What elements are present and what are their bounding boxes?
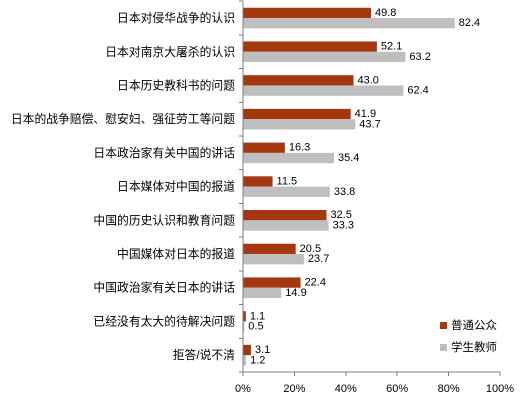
x-tick-label: 60%	[386, 383, 408, 395]
bar-series-2	[243, 321, 245, 332]
bar-series-1	[243, 277, 301, 288]
bar-series-2	[243, 287, 282, 299]
bar-series-2	[243, 51, 406, 63]
bar-series-2	[243, 254, 304, 265]
x-tick-label: 20%	[283, 383, 305, 395]
value-label-series-1: 49.8	[375, 7, 396, 19]
bar-series-2	[243, 85, 404, 96]
bar-series-1	[243, 7, 371, 19]
value-label-series-1: 32.5	[331, 209, 352, 221]
bar-series-1	[243, 176, 273, 187]
x-tick-label: 40%	[335, 383, 357, 395]
value-label-series-2: 23.7	[308, 253, 329, 265]
value-label-series-2: 35.4	[338, 152, 359, 164]
value-label-series-2: 14.9	[285, 287, 306, 299]
legend-swatch-series-2	[440, 344, 447, 351]
bar-series-1	[243, 210, 327, 221]
value-labels: 49.8 82.4 52.1 63.2 43.0 62.4 41.943.7 16.3 35.4…	[248, 7, 480, 366]
value-label-series-1: 22.4	[305, 277, 326, 289]
value-label-series-2: 33.8	[334, 186, 355, 198]
value-label-series-1: 52.1	[381, 41, 402, 53]
category-label: 日本的战争赔偿、慰安妇、强征劳工等问题	[11, 112, 235, 126]
category-label: 日本对南京大屠杀的认识	[105, 45, 235, 59]
value-label-series-2: 1.2	[250, 354, 265, 366]
x-tick-label: 0%	[235, 383, 251, 395]
bar-series-2	[243, 119, 356, 130]
category-label: 日本政治家有关中国的讲话	[93, 146, 235, 160]
bars	[243, 7, 455, 366]
value-label-series-2: 0.5	[248, 321, 263, 333]
bar-series-2	[243, 18, 455, 29]
category-label: 日本对侵华战争的认识	[117, 11, 235, 25]
bar-series-2	[243, 220, 329, 231]
bar-series-1	[243, 75, 354, 86]
bar-series-1	[243, 344, 251, 356]
bar-series-1	[243, 142, 285, 153]
category-labels: 日本对侵华战争的认识日本对南京大屠杀的认识日本历史教科书的问题日本的战争赔偿、慰…	[11, 11, 235, 362]
category-label: 日本媒体对中国的报道	[117, 180, 235, 194]
bar-series-1	[243, 41, 377, 52]
axes: 0% 20% 40% 60% 80% 100%	[235, 0, 514, 395]
value-label-series-2: 62.4	[407, 85, 428, 97]
category-label: 已经没有太大的待解决问题	[93, 314, 235, 328]
value-label-series-1: 11.5	[277, 175, 298, 187]
value-label-series-1: 41.9	[355, 108, 376, 120]
category-label: 中国的历史认识和教育问题	[93, 213, 235, 227]
legend-swatch-series-1	[440, 322, 447, 329]
bar-series-1	[243, 243, 296, 255]
value-label-series-1: 1.1	[250, 310, 265, 322]
legend-label-series-1: 普通公众	[451, 318, 497, 332]
category-label: 拒答/说不清	[173, 348, 235, 362]
value-label-series-2: 33.3	[333, 219, 354, 231]
bar-series-2	[243, 152, 334, 164]
bar-series-2	[243, 186, 330, 197]
category-label: 日本历史教科书的问题	[117, 78, 235, 92]
value-label-series-2: 82.4	[459, 17, 480, 29]
value-label-series-1: 43.0	[358, 74, 379, 86]
bar-series-2	[243, 355, 247, 366]
x-tick-label: 80%	[438, 383, 460, 395]
bar-series-1	[243, 311, 246, 322]
value-label-series-1: 3.1	[255, 344, 270, 356]
value-label-series-2: 63.2	[409, 51, 430, 63]
value-label-series-1: 16.3	[289, 142, 310, 154]
value-label-series-1: 20.5	[300, 243, 321, 255]
category-label: 中国政治家有关日本的讲话	[93, 281, 235, 295]
category-label: 中国媒体对日本的报道	[117, 247, 235, 261]
legend-label-series-2: 学生教师	[451, 340, 497, 354]
bar-series-1	[243, 108, 351, 120]
x-tick-label: 100%	[486, 383, 514, 395]
value-label-series-2: 43.7	[359, 118, 380, 130]
